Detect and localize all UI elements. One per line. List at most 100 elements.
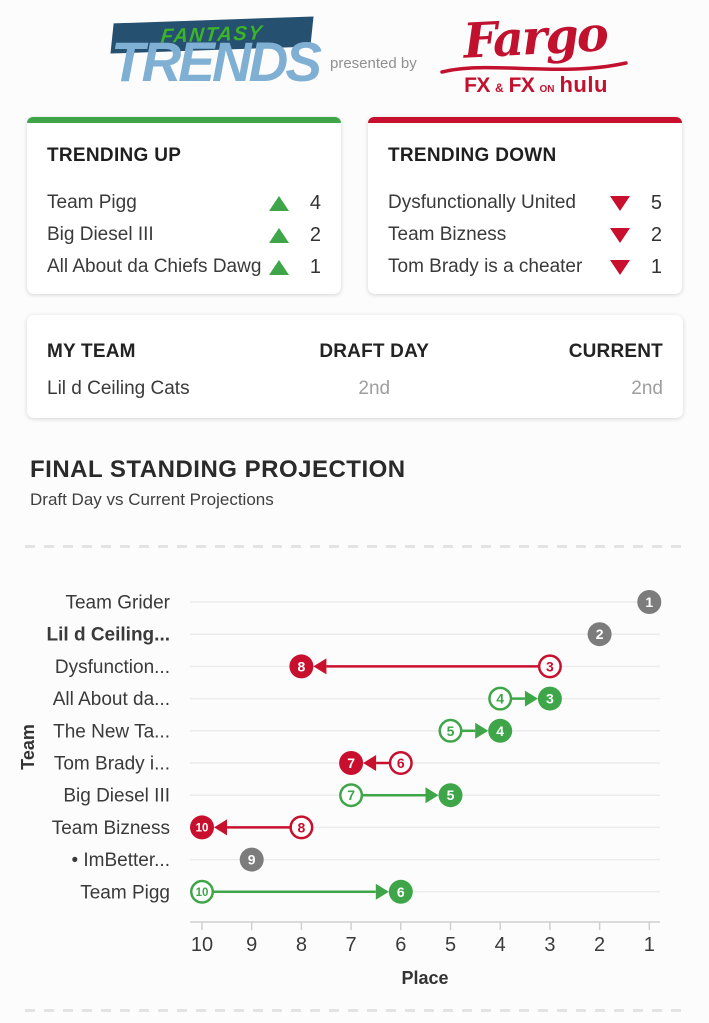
dashed-divider-top <box>25 545 685 548</box>
dashed-divider-bottom <box>25 1009 685 1012</box>
trending-down-row: Tom Brady is a cheater 1 <box>388 251 662 283</box>
draft-day-rank: 2nd <box>358 378 391 399</box>
my-team-card: MY TEAM DRAFT DAY CURRENT Lil d Ceiling … <box>27 315 683 418</box>
trend-arrow-right-icon <box>475 722 489 739</box>
x-axis-tick-label: 6 <box>395 934 406 956</box>
y-axis-team-label: Big Diesel III <box>63 786 170 807</box>
change-value: 4 <box>309 191 321 214</box>
up-arrow-icon <box>269 195 289 211</box>
trending-down-accent-bar <box>368 117 682 123</box>
y-axis-team-label: Dysfunction... <box>55 657 170 678</box>
x-axis-tick-label: 3 <box>544 934 555 956</box>
marker-draft-value: 4 <box>496 691 504 707</box>
marker-current-value: 8 <box>298 658 306 674</box>
trend-arrow-right-icon <box>375 883 389 900</box>
change-value: 1 <box>650 255 662 278</box>
draft-day-header: DRAFT DAY <box>319 341 430 362</box>
current-header: CURRENT <box>568 341 663 362</box>
marker-draft-value: 5 <box>447 723 455 739</box>
trending-up-row: All About da Chiefs Dawg 1 <box>47 251 321 283</box>
marker-current <box>289 654 314 679</box>
trend-arrow-right-icon <box>425 787 439 804</box>
y-axis-team-label: Team Grider <box>65 593 170 614</box>
trending-up-accent-bar <box>27 117 341 123</box>
up-arrow-icon <box>269 227 289 243</box>
trending-down-row: Team Bizness 2 <box>388 219 662 251</box>
marker-current <box>438 783 463 808</box>
team-name: Tom Brady is a cheater <box>388 256 583 277</box>
marker-unchanged-value: 1 <box>645 594 653 610</box>
y-axis-team-label: All About da... <box>53 689 170 710</box>
x-axis-tick-label: 7 <box>346 934 357 956</box>
marker-unchanged <box>587 622 612 647</box>
marker-current-value: 6 <box>397 884 405 900</box>
team-name: Big Diesel III <box>47 224 154 245</box>
trending-up-row: Big Diesel III 2 <box>47 219 321 251</box>
marker-draft-value: 6 <box>397 755 405 771</box>
my-team-header: MY TEAM <box>47 341 136 362</box>
marker-draft <box>537 654 562 679</box>
team-name: Dysfunctionally United <box>388 192 576 213</box>
change-value: 2 <box>309 223 321 246</box>
marker-unchanged-value: 9 <box>248 852 256 868</box>
x-axis-tick-label: 2 <box>594 934 605 956</box>
x-axis-title: Place <box>401 968 448 988</box>
x-axis-tick-label: 4 <box>495 934 506 956</box>
trend-arrow-right-icon <box>524 690 538 707</box>
marker-current <box>537 686 562 711</box>
y-axis-team-label: • ImBetter... <box>71 850 170 871</box>
x-axis-tick-label: 8 <box>296 934 307 956</box>
y-axis-title: Team <box>18 724 38 770</box>
fargo-swash-icon <box>440 61 628 74</box>
trending-down-card: TRENDING DOWN Dysfunctionally United 5 T… <box>368 117 682 294</box>
change-value: 2 <box>650 223 662 246</box>
marker-draft <box>289 815 314 840</box>
y-axis-team-label: Team Pigg <box>80 882 170 903</box>
standings-chart: Team Grider Lil d Ceiling... Dysfunction..… <box>18 590 662 988</box>
trending-down-title: TRENDING DOWN <box>388 145 557 166</box>
marker-current-value: 10 <box>196 822 209 834</box>
marker-current-value: 5 <box>447 787 455 803</box>
marker-current <box>388 879 413 904</box>
hulu-logo-text: hulu <box>559 72 608 97</box>
y-axis-team-label: Lil d Ceiling... <box>47 625 171 646</box>
trend-arrow-left-icon <box>313 658 327 675</box>
team-name: Team Pigg <box>47 192 137 213</box>
current-rank: 2nd <box>631 378 663 399</box>
trend-arrow-left-icon <box>363 755 377 771</box>
y-axis-team-label: Team Bizness <box>52 818 170 839</box>
x-axis-tick-label: 5 <box>445 934 456 956</box>
trending-up-title: TRENDING UP <box>47 145 182 166</box>
change-value: 5 <box>650 191 662 214</box>
marker-current <box>190 815 214 840</box>
trend-arrow-left-icon <box>214 819 227 836</box>
x-axis-tick-label: 10 <box>191 934 213 956</box>
marker-draft <box>488 686 513 711</box>
marker-unchanged <box>239 847 264 872</box>
presented-by-label: presented by <box>330 55 417 72</box>
down-arrow-icon <box>610 227 630 243</box>
ampersand: & <box>494 81 504 95</box>
fx-logo-text: FX <box>464 74 490 97</box>
down-arrow-icon <box>610 195 630 211</box>
marker-unchanged-value: 2 <box>596 626 604 642</box>
marker-current-value: 3 <box>546 691 554 707</box>
marker-unchanged <box>637 590 662 614</box>
marker-draft-value: 3 <box>546 658 554 674</box>
team-name: All About da Chiefs Dawg <box>47 256 262 277</box>
marker-current <box>488 718 513 743</box>
fx-hulu-logo: FX & FX ON hulu <box>436 72 636 98</box>
change-value: 1 <box>309 255 321 278</box>
x-axis-tick-label: 9 <box>246 934 257 956</box>
logo-trends-text: TRENDS <box>110 30 322 93</box>
on-label: ON <box>539 84 555 95</box>
trending-up-card: TRENDING UP Team Pigg 4 Big Diesel III 2… <box>27 117 341 294</box>
trending-up-row: Team Pigg 4 <box>47 187 321 219</box>
marker-draft <box>438 718 463 743</box>
marker-current-value: 4 <box>496 723 504 739</box>
up-arrow-icon <box>269 259 289 275</box>
y-axis-team-label: Tom Brady i... <box>54 754 170 775</box>
x-axis-tick-label: 1 <box>644 934 655 956</box>
down-arrow-icon <box>610 259 630 275</box>
